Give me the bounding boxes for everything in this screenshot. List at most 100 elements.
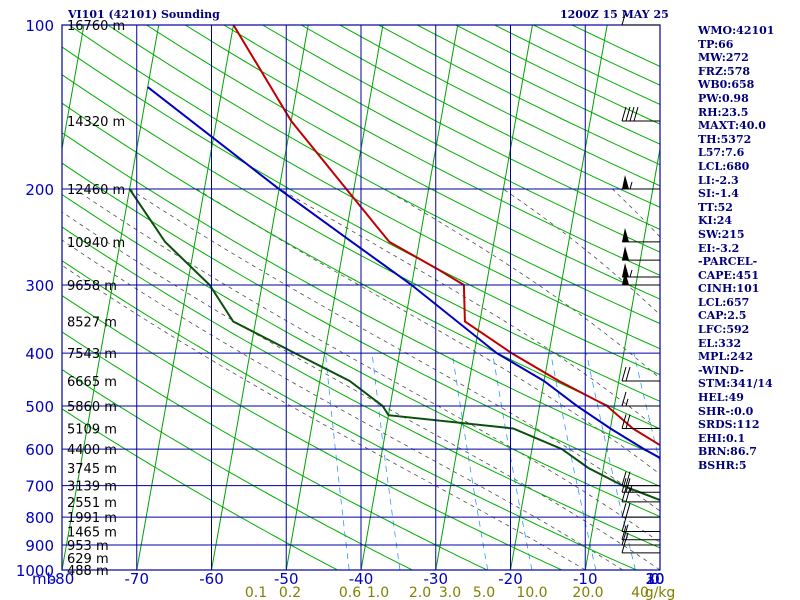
x-tick-label: -40 [349, 570, 374, 588]
grid [61, 24, 661, 571]
dry-adiabat [68, 25, 660, 350]
index-item: BRN:86.7 [698, 445, 757, 459]
height-label: 1465 m [67, 526, 117, 541]
wind-barb [621, 391, 660, 407]
wind-barb [621, 525, 660, 541]
x-tick-label: 10 [645, 570, 664, 588]
isotherm [285, 25, 384, 570]
height-label: 488 m [67, 564, 109, 579]
barb-flag [625, 106, 631, 122]
height-label: 14320 m [67, 115, 125, 130]
moist-adiabat [280, 188, 660, 432]
mixing-ratio-label: 0.6 [339, 585, 361, 600]
pressure-tick-label: 500 [25, 398, 54, 416]
barb-flag [621, 503, 627, 518]
index-item: TP:66 [698, 37, 734, 51]
index-item: CINH:101 [698, 282, 760, 296]
moist-adiabat [129, 188, 660, 512]
height-label: 1991 m [67, 511, 117, 526]
height-label: 953 m [67, 539, 109, 554]
wind-barb [621, 487, 660, 503]
pressure-tick-label: 700 [25, 478, 54, 496]
barb-flag [621, 366, 627, 382]
temperature-line [232, 25, 660, 447]
pressure-tick-label: 400 [25, 345, 54, 363]
height-label: 9658 m [67, 279, 117, 294]
x-tick-label: -50 [274, 570, 299, 588]
dry-adiabat [145, 25, 660, 300]
wind-barb [621, 517, 660, 533]
barb-half-flag [629, 181, 633, 190]
barb-half-flag [625, 398, 629, 407]
y-axis-label: mb [32, 570, 56, 588]
wind-barb [622, 175, 660, 190]
index-item: WB0:658 [698, 78, 755, 92]
index-item: MAXT:40.0 [698, 119, 766, 133]
isotherm [584, 145, 660, 570]
index-item: SW:215 [698, 227, 745, 241]
mixing-ratio-label: 1.0 [367, 585, 389, 600]
barb-flag [621, 525, 627, 540]
barb-flag [621, 478, 627, 493]
wind-barb [622, 227, 660, 243]
barb-flag [621, 538, 627, 553]
barb-half-flag [629, 485, 633, 493]
barb-flag [625, 366, 631, 382]
mixing-ratio-label: 3.0 [439, 585, 461, 600]
barb-pennant [622, 227, 629, 242]
index-item: RH:23.5 [698, 105, 749, 119]
barb-flag [621, 106, 627, 122]
barb-flag [621, 530, 627, 546]
pressure-tick-label: 600 [25, 441, 54, 459]
barb-pennant [622, 246, 629, 261]
dry-adiabat [184, 25, 660, 276]
barb-pennant [622, 263, 629, 278]
dry-adiabat [62, 132, 660, 458]
index-item: CAP:2.5 [698, 309, 747, 323]
wind-barb [621, 538, 660, 554]
index-item: LCL:680 [698, 159, 750, 173]
index-item: L57:7.6 [698, 146, 745, 160]
dry-adiabat [62, 369, 414, 570]
station-title: VI101 (42101) Sounding [68, 8, 220, 21]
x-tick-label: 30 [645, 570, 664, 588]
moist-adiabat [384, 188, 660, 379]
index-item: PW:0.98 [698, 91, 749, 105]
isotherm [62, 25, 160, 570]
moist-adiabat [503, 188, 660, 316]
index-item: TT:52 [698, 200, 733, 214]
index-item: LFC:592 [698, 323, 750, 337]
pressure-tick-label: 1000 [16, 562, 54, 580]
wind-barb [622, 263, 660, 278]
height-label: 5860 m [67, 400, 117, 415]
index-item: SI:-1.4 [698, 187, 739, 201]
wind-barb [621, 503, 660, 518]
index-item: FRZ:578 [698, 64, 751, 78]
barb-half-flag [629, 269, 633, 278]
isotherm [136, 25, 234, 570]
barb-flag [629, 106, 635, 122]
barb-half-flag [625, 532, 629, 540]
index-item: HEL:49 [698, 391, 744, 405]
barb-flag [625, 487, 631, 503]
index-item: EI:-3.2 [698, 241, 740, 255]
barb-flag [633, 106, 639, 122]
barb-flag [621, 471, 627, 486]
mixing-ratio-label: 0.2 [279, 585, 301, 600]
index-item: EHI:0.1 [698, 431, 746, 445]
index-item: SHR-:0.0 [698, 404, 754, 418]
barb-flag [625, 503, 631, 518]
dry-adiabat [62, 162, 660, 487]
wind-barb [622, 246, 660, 261]
x-tick-label: -60 [199, 570, 224, 588]
index-item: BSHR:5 [698, 459, 747, 472]
index-item: MPL:242 [698, 350, 754, 364]
wind-barb [621, 414, 660, 429]
index-item: TH:5372 [698, 132, 752, 146]
index-item: -WIND- [698, 363, 744, 377]
index-item: LI:-2.3 [698, 173, 739, 187]
dry-adiabat [62, 260, 638, 570]
height-label: 5109 m [67, 422, 117, 437]
wind-barb [621, 530, 660, 546]
mixing-ratio-label: 5.0 [473, 585, 495, 600]
